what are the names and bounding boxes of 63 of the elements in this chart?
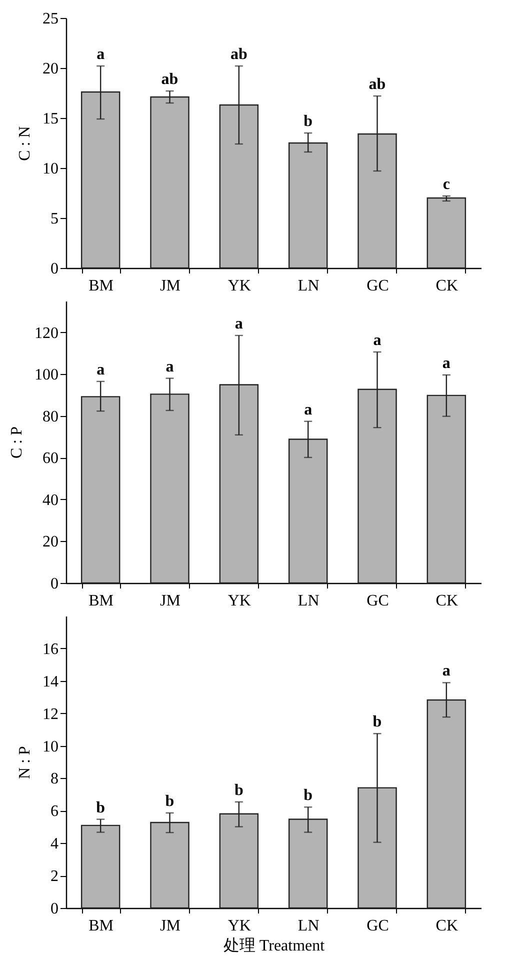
y-tick-label: 2 — [50, 868, 58, 886]
x-tick-label: YK — [228, 918, 252, 934]
annotation: a — [96, 46, 105, 63]
annotation: b — [304, 787, 313, 804]
x-tick-label: CK — [436, 592, 458, 610]
x-tick-label: YK — [228, 592, 252, 610]
y-tick-label: 5 — [50, 210, 58, 228]
y-tick-label: 8 — [50, 770, 58, 788]
x-tick-label: LN — [298, 918, 320, 934]
annotation: c — [442, 176, 450, 193]
x-tick-label: JM — [160, 278, 180, 294]
y-tick-label: 20 — [42, 60, 58, 78]
annotation: b — [372, 714, 382, 731]
y-tick-label: 14 — [42, 673, 58, 690]
y-tick-label: 100 — [34, 366, 58, 384]
x-tick-label: CK — [436, 918, 458, 934]
x-tick-label: GC — [366, 592, 389, 610]
annotation: ab — [368, 76, 386, 93]
y-axis-title: C : P — [8, 426, 26, 459]
x-tick-label: JM — [160, 918, 180, 934]
annotation: b — [234, 782, 244, 799]
x-tick-label: JM — [160, 592, 180, 610]
x-tick-label: GC — [366, 278, 389, 294]
annotation: a — [442, 354, 450, 372]
y-tick-label: 12 — [42, 706, 58, 723]
y-tick-label: 0 — [50, 900, 58, 918]
y-tick-label: 0 — [50, 260, 58, 278]
y-tick-label: 25 — [42, 10, 58, 28]
annotation: ab — [161, 71, 178, 88]
x-tick-label: LN — [298, 278, 320, 294]
annotation: b — [96, 799, 106, 816]
y-tick-label: 20 — [42, 534, 58, 551]
x-tick-label: BM — [88, 918, 114, 934]
x-tick-label: YK — [228, 278, 252, 294]
y-tick-label: 6 — [50, 803, 58, 820]
x-tick-label: GC — [366, 918, 389, 934]
bar — [426, 197, 466, 269]
annotation: b — [165, 792, 174, 810]
annotation: a — [96, 361, 105, 378]
y-tick-label: 15 — [42, 110, 58, 128]
annotation: a — [304, 401, 312, 418]
annotation: b — [304, 113, 313, 130]
y-tick-label: 10 — [42, 738, 58, 756]
annotation: ab — [230, 46, 248, 63]
y-tick-label: 0 — [50, 576, 58, 592]
y-axis-title: N : P — [16, 746, 34, 779]
x-axis-title: 处理 Treatment — [223, 936, 326, 954]
y-tick-label: 120 — [34, 324, 58, 342]
x-tick-label: LN — [298, 592, 320, 610]
annotation: a — [373, 332, 382, 349]
x-tick-label: BM — [88, 592, 114, 610]
annotation: a — [442, 662, 450, 680]
y-tick-label: 40 — [42, 492, 58, 509]
annotation: a — [166, 358, 174, 376]
y-tick-label: 80 — [42, 408, 58, 426]
annotation: a — [234, 315, 243, 332]
y-tick-label: 10 — [42, 160, 58, 178]
y-axis-title: C : N — [16, 126, 34, 161]
y-tick-label: 60 — [42, 450, 58, 468]
x-tick-label: CK — [436, 278, 458, 294]
y-tick-label: 16 — [42, 640, 58, 658]
x-tick-label: BM — [88, 278, 114, 294]
y-tick-label: 4 — [50, 836, 58, 853]
